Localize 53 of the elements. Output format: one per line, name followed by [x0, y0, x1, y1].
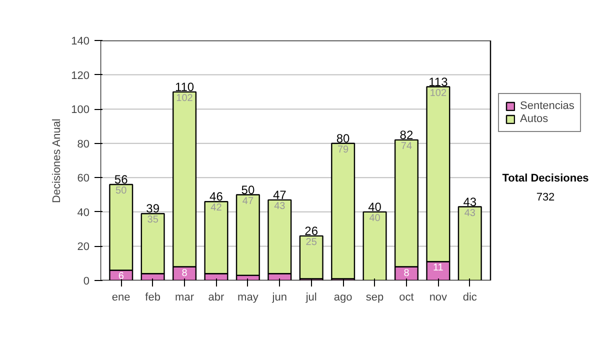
- total-label: 110: [174, 80, 194, 94]
- text: Total Decisiones: [502, 172, 589, 184]
- data-label: 42: [210, 202, 222, 214]
- x-tick-label: feb: [145, 292, 160, 304]
- total-label: 80: [336, 131, 350, 146]
- legend-label: Sentencias: [520, 100, 574, 112]
- x-tick-label: ene: [112, 292, 130, 304]
- total-label: 40: [368, 200, 382, 214]
- total-label: 26: [304, 224, 318, 238]
- data-label: 35: [147, 214, 159, 226]
- y-tick-label: 100: [71, 104, 90, 116]
- data-label: 6: [118, 271, 124, 282]
- data-label: 43: [274, 200, 286, 212]
- x-tick-label: may: [238, 292, 259, 304]
- total-label: 56: [114, 172, 128, 186]
- y-tick-label: 40: [77, 206, 90, 219]
- legend-label: Autos: [520, 113, 548, 125]
- data-label: 40: [369, 212, 381, 224]
- x-tick-label: mar: [175, 292, 194, 304]
- total-label: 43: [463, 194, 477, 209]
- data-label: 8: [404, 268, 410, 279]
- data-label: 25: [306, 236, 318, 248]
- data-label: 74: [400, 140, 412, 152]
- y-axis-title: Decisiones Anual: [51, 118, 64, 203]
- total-label: 50: [241, 182, 255, 197]
- x-tick-label: ago: [334, 292, 352, 304]
- x-tick-label: jun: [271, 292, 287, 304]
- data-label: 8: [182, 268, 188, 279]
- y-tick-label: 60: [77, 172, 90, 185]
- total-label: 82: [400, 128, 414, 142]
- x-tick-label: nov: [429, 292, 448, 304]
- text: 732: [536, 192, 555, 204]
- total-label: 39: [146, 202, 160, 216]
- x-tick-label: sep: [366, 292, 384, 304]
- data-label: 79: [338, 144, 350, 156]
- data-label: 50: [116, 186, 128, 196]
- data-label: 102: [176, 92, 194, 104]
- x-tick-label: oct: [399, 292, 414, 304]
- y-tick-label: 0: [83, 276, 90, 288]
- x-tick-label: jul: [304, 292, 317, 304]
- total-label: 46: [210, 190, 224, 204]
- data-label: 47: [242, 196, 254, 207]
- data-label: 43: [464, 208, 476, 219]
- x-tick-label: abr: [208, 292, 225, 304]
- total-label: 113: [428, 74, 448, 89]
- x-tick-label: dic: [462, 292, 478, 304]
- total-label: 47: [272, 188, 287, 202]
- y-tick-label: 140: [71, 36, 90, 48]
- y-tick-label: 80: [77, 138, 90, 150]
- data-label: 102: [430, 88, 447, 99]
- y-tick-label: 120: [71, 70, 90, 82]
- data-label: 11: [432, 262, 444, 274]
- y-tick-label: 20: [77, 241, 90, 254]
